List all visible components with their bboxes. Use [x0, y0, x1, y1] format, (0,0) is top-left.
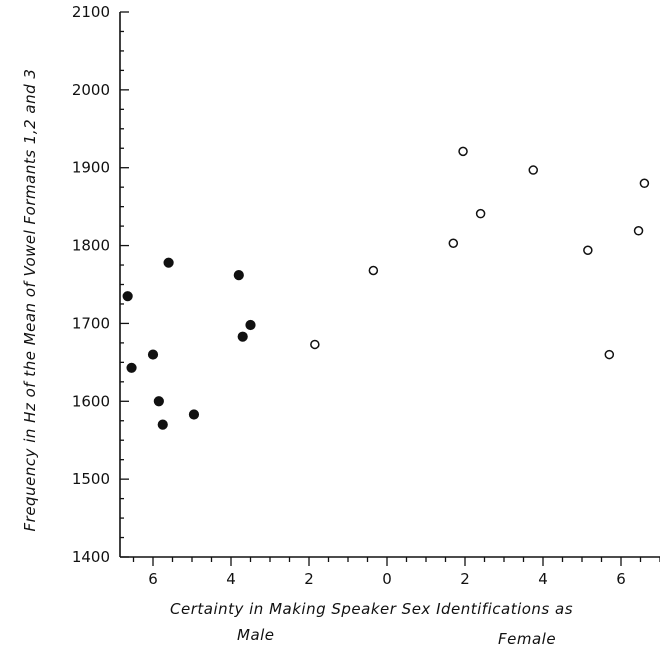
data-point-female [310, 339, 320, 350]
x-axis-sublabel-male: Male [237, 626, 275, 644]
data-point-male [122, 291, 133, 302]
data-point-female [633, 226, 644, 236]
data-point-female [583, 245, 593, 255]
x-axis-sublabel-female: Female [498, 630, 557, 648]
data-point-female [604, 349, 615, 360]
data-point-male [237, 331, 248, 342]
data-point-male [233, 270, 244, 281]
y-tick-label: 1900 [72, 159, 110, 177]
y-tick-label: 2100 [72, 3, 110, 21]
data-point-male [188, 409, 200, 420]
y-tick-label: 1700 [72, 314, 110, 332]
y-tick-label: 2000 [72, 81, 110, 99]
data-point-male [153, 396, 164, 407]
x-tick-label: 0 [382, 570, 392, 588]
data-point-female [368, 265, 379, 276]
data-point-female [528, 165, 538, 175]
data-point-male [157, 419, 168, 430]
x-tick-label: 4 [538, 570, 548, 588]
x-tick-label: 6 [148, 570, 158, 588]
data-point-female [639, 178, 650, 189]
data-point-male [147, 349, 159, 360]
data-point-female [475, 208, 486, 219]
data-point-female [458, 146, 468, 157]
y-tick-label: 1400 [72, 548, 110, 566]
data-point-female [448, 238, 459, 248]
data-point-male [245, 319, 256, 331]
x-tick-label: 2 [304, 570, 314, 588]
x-tick-label: 2 [460, 570, 470, 588]
y-axis-label: Frequency in Hz of the Mean of Vowel For… [21, 68, 39, 532]
y-tick-label: 1500 [72, 470, 110, 488]
x-axis-label: Certainty in Making Speaker Sex Identifi… [170, 600, 574, 618]
y-tick-label: 1800 [72, 237, 110, 255]
x-tick-label: 6 [616, 570, 626, 588]
data-point-male [163, 257, 174, 268]
data-point-male [126, 362, 137, 373]
x-tick-label: 4 [226, 570, 236, 588]
y-tick-label: 1600 [72, 392, 110, 410]
